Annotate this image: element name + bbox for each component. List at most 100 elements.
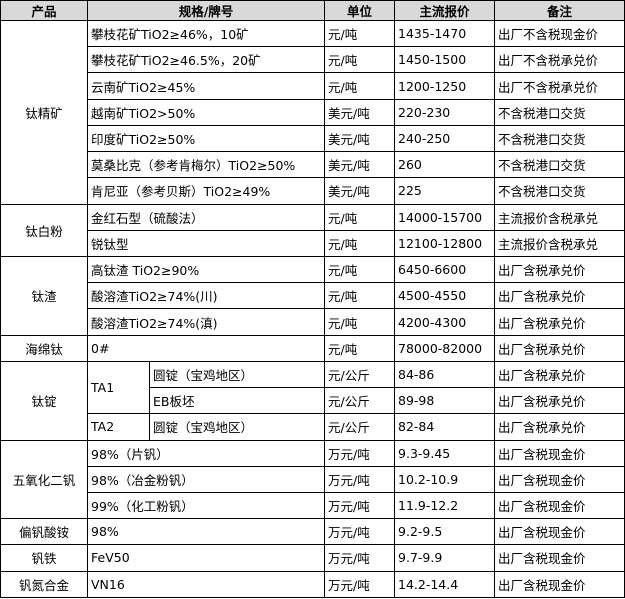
note-cell: 出厂含税承兑价	[494, 255, 625, 284]
product-cell: 钒铁	[0, 544, 88, 572]
spec-cell: EB板坯	[148, 387, 326, 415]
price-cell: 89-98	[394, 387, 496, 415]
spec-cell: 0#	[86, 334, 326, 362]
price-cell: 9.7-9.9	[394, 544, 496, 572]
unit-cell: 元/吨	[324, 308, 396, 336]
price-cell: 1450-1500	[394, 46, 496, 74]
table-row: 99%（化工粉钒） 万元/吨 11.9-12.2 出厂含税现金价	[1, 491, 625, 520]
price-cell: 240-250	[394, 124, 496, 153]
table-row: 肯尼亚（参考贝斯）TiO2≥49% 美元/吨 225 不含税港口交货	[1, 177, 625, 205]
note-cell: 出厂含税现金价	[494, 465, 625, 493]
header-cell: 产品	[0, 0, 88, 21]
spec-cell: 金红石型（硫酸法）	[86, 203, 326, 231]
spec-cell: 越南矿TiO2>50%	[86, 98, 326, 126]
price-cell: 14.2-14.4	[394, 570, 496, 599]
product-cell: 钛锭	[0, 360, 88, 441]
table-row: 云南矿TiO2≥45% 元/吨 1200-1250 出厂不含税承兑价	[1, 72, 625, 100]
price-cell: 84-86	[394, 360, 496, 389]
header-cell: 备注	[494, 0, 625, 21]
spec-cell: FeV50	[86, 544, 326, 572]
price-cell: 1435-1470	[394, 19, 496, 48]
table-row: 钛白粉 金红石型（硫酸法） 元/吨 14000-15700 主流报价含税承兑	[0, 203, 625, 257]
price-cell: 225	[394, 177, 496, 205]
spec-cell: 98%（冶金粉钒）	[86, 465, 326, 493]
spec-cell: 莫桑比克（参考肯梅尔）TiO2≥50%	[86, 151, 326, 179]
note-cell: 出厂含税承兑价	[494, 360, 625, 389]
unit-cell: 万元/吨	[324, 491, 396, 520]
table-row: TA2 圆锭（宝鸡地区） 元/公斤 82-84 出厂含税承兑价	[1, 413, 625, 441]
table-row: 海绵钛 0# 元/吨 78000-82000 出厂含税承兑价	[0, 334, 625, 362]
table-row: 98%（冶金粉钒） 万元/吨 10.2-10.9 出厂含税现金价	[1, 465, 625, 493]
spec-cell: 攀枝花矿TiO2≥46%，10矿	[86, 19, 326, 48]
header-cell: 主流报价	[394, 0, 496, 21]
unit-cell: 万元/吨	[324, 465, 396, 493]
table-row: 钒氮合金 VN16 万元/吨 14.2-14.4 出厂含税现金价	[0, 570, 625, 599]
unit-cell: 美元/吨	[324, 177, 396, 205]
unit-cell: 元/公斤	[324, 413, 396, 441]
product-cell: 偏钒酸铵	[0, 518, 88, 546]
table-row: 酸溶渣TiO2≥74%(川) 元/吨 4500-4550 出厂含税承兑价	[1, 282, 625, 310]
price-cell: 82-84	[394, 413, 496, 441]
product-cell: 海绵钛	[0, 334, 88, 362]
spec-cell: 98%	[86, 518, 326, 546]
table-body: 钛精矿 攀枝花矿TiO2≥46%，10矿 元/吨 1435-1470 出厂不含税现金价攀…	[0, 19, 625, 599]
note-cell: 出厂含税现金价	[494, 518, 625, 546]
spec-cell: 攀枝花矿TiO2≥46.5%，20矿	[86, 46, 326, 74]
spec-cell: 印度矿TiO2≥50%	[86, 124, 326, 153]
table-row: 钛渣 高钛渣 TiO2≥90% 元/吨 6450-6600 出厂含税承兑价	[0, 255, 625, 336]
spec-cell: 锐钛型	[86, 229, 326, 257]
spec-cell: 高钛渣 TiO2≥90%	[86, 255, 326, 284]
spec-cell: 圆锭（宝鸡地区）	[148, 360, 326, 389]
unit-cell: 美元/吨	[324, 151, 396, 179]
note-cell: 主流报价含税承兑	[494, 203, 625, 231]
spec-cell: 酸溶渣TiO2≥74%(滇)	[86, 308, 326, 336]
unit-cell: 元/吨	[324, 282, 396, 310]
unit-cell: 万元/吨	[324, 439, 396, 467]
price-cell: 9.2-9.5	[394, 518, 496, 546]
price-cell: 1200-1250	[394, 72, 496, 100]
price-cell: 4200-4300	[394, 308, 496, 336]
unit-cell: 万元/吨	[324, 544, 396, 572]
table-row: 攀枝花矿TiO2≥46.5%，20矿 元/吨 1450-1500 出厂不含税承兑价	[1, 46, 625, 74]
note-cell: 出厂不含税承兑价	[494, 46, 625, 74]
table-row: 印度矿TiO2≥50% 美元/吨 240-250 不含税港口交货	[1, 124, 625, 153]
spec-cell: 圆锭（宝鸡地区）	[148, 413, 326, 441]
header-cell: 单位	[324, 0, 396, 21]
grade-cell: TA2	[87, 413, 150, 441]
product-cell: 五氧化二钒	[0, 439, 88, 520]
table-row: 越南矿TiO2>50% 美元/吨 220-230 不含税港口交货	[1, 98, 625, 126]
spec-cell: VN16	[86, 570, 326, 599]
unit-cell: 美元/吨	[324, 98, 396, 126]
price-cell: 11.9-12.2	[394, 491, 496, 520]
unit-cell: 元/吨	[324, 72, 396, 100]
unit-cell: 元/吨	[324, 203, 396, 231]
spec-cell: 98%（片钒）	[86, 439, 326, 467]
note-cell: 出厂含税现金价	[494, 439, 625, 467]
note-cell: 出厂含税现金价	[494, 544, 625, 572]
product-cell: 钒氮合金	[0, 570, 88, 599]
table-row: 五氧化二钒 98%（片钒） 万元/吨 9.3-9.45 出厂含税现金价	[0, 439, 625, 520]
unit-cell: 万元/吨	[324, 570, 396, 599]
note-cell: 出厂不含税现金价	[494, 19, 625, 48]
price-cell: 220-230	[394, 98, 496, 126]
unit-cell: 元/吨	[324, 19, 396, 48]
unit-cell: 元/公斤	[324, 387, 396, 415]
price-cell: 10.2-10.9	[394, 465, 496, 493]
grade-cell: TA1	[87, 360, 150, 415]
table-row: EB板坯 元/公斤 89-98 出厂含税承兑价	[1, 387, 625, 415]
table-row: 钛精矿 攀枝花矿TiO2≥46%，10矿 元/吨 1435-1470 出厂不含税现金价	[0, 19, 625, 205]
note-cell: 不含税港口交货	[494, 124, 625, 153]
price-cell: 260	[394, 151, 496, 179]
product-cell: 钛精矿	[0, 20, 88, 205]
price-cell: 14000-15700	[394, 203, 496, 231]
unit-cell: 万元/吨	[324, 518, 396, 546]
note-cell: 出厂含税承兑价	[494, 282, 625, 310]
price-cell: 78000-82000	[394, 334, 496, 362]
table-row: 钛锭 TA1 圆锭（宝鸡地区） 元/公斤 84-86 出厂含税承兑价	[0, 360, 625, 441]
table-row: 锐钛型 元/吨 12100-12800 主流报价含税承兑	[1, 229, 625, 257]
price-cell: 12100-12800	[394, 229, 496, 257]
unit-cell: 元/吨	[324, 255, 396, 284]
product-cell: 钛渣	[0, 255, 88, 336]
